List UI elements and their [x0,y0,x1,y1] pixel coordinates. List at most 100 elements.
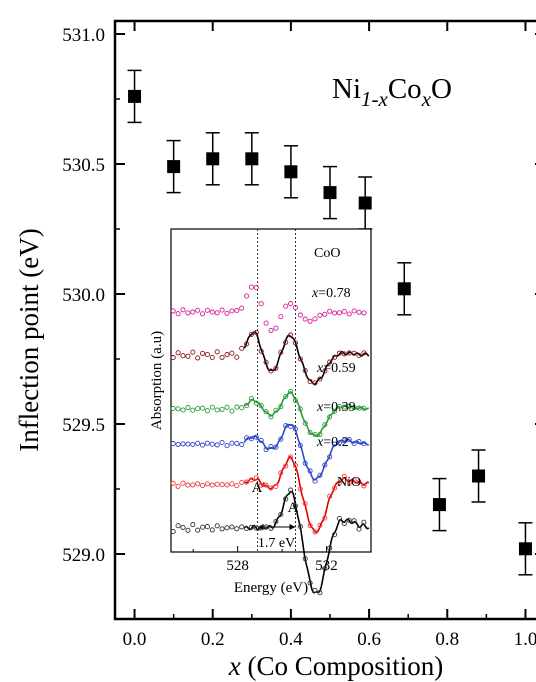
data-point [245,152,259,166]
spectrum-point [224,404,230,410]
spectrum-point [209,354,215,361]
spectrum-point [292,304,298,311]
spectrum-point [175,441,181,447]
spectrum-point [278,436,284,442]
spectrum-point [312,431,318,438]
spectrum-point [336,515,342,522]
spectrum-point [214,481,220,487]
inset-frame [170,228,372,553]
spectrum-point [263,359,269,365]
spectrum-point [239,345,245,351]
spectrum-point [317,376,323,382]
spectrum-point [170,355,176,361]
spectrum-point [273,407,279,413]
spectrum-point [214,442,220,448]
spectrum-point [297,356,303,362]
spectrum-point [190,441,196,448]
spectrum-point [175,311,181,317]
data-point [284,165,298,179]
spectrum-point [185,310,191,316]
spectrum-point [185,405,191,411]
spectrum-point [180,307,186,313]
spectrum-point [292,426,298,432]
spectrum-point [219,307,225,313]
spectrum-point [253,434,259,440]
spectrum-point [214,310,220,316]
spectrum-point [200,482,206,488]
spectrum-point [185,482,191,488]
spectrum-point [229,408,235,414]
spectrum-point [253,525,259,531]
spectrum-point [327,545,333,551]
series-label: x=0.2 [316,435,349,450]
x-tick-label: 1.0 [514,629,536,650]
spectrum-point [356,309,362,315]
spectrum-point [204,481,210,487]
spectrum-point [292,397,298,403]
spectrum-point [180,524,186,530]
spectrum-point [317,522,323,528]
spectrum-point [317,472,323,478]
spectrum-point [356,352,362,359]
x-tick-label: 0.0 [123,629,147,650]
spectrum-point [351,308,357,314]
spectrum-point [219,482,225,488]
spectrum-point [302,556,308,562]
spectrum-point [307,468,313,474]
spectrum-point [204,440,210,446]
spectrum-point [263,409,269,415]
spectrum-point [283,339,289,345]
spectrum-point [292,340,298,346]
spectrum-point [248,284,254,290]
spectrum-point [190,482,196,488]
spectrum-point [234,526,240,532]
spectrum-point [327,308,333,314]
spectrum-point [268,444,274,450]
spectrum-point [248,395,254,402]
inset-x-tick-label: 528 [226,558,249,574]
spectrum-point [234,307,240,314]
spectrum-point [312,529,318,535]
spectrum-point [244,435,250,441]
spectrum-point [292,463,298,469]
spectrum-point [185,527,191,533]
spectrum-point [288,301,294,307]
spectrum-point [351,350,357,356]
spectrum-point [229,524,235,530]
spectrum-point [322,462,328,468]
spectrum-point [224,482,230,488]
spectrum-point [351,477,357,483]
x-tick-label: 0.2 [201,629,225,650]
spectrum-point [307,318,313,324]
data-point [128,89,142,103]
spectrum-point [170,308,176,314]
spectrum-point [244,525,250,532]
spectrum-point [175,350,181,356]
spectrum-point [209,404,215,410]
spectrum-point [341,473,347,479]
spectrum-point [322,368,328,374]
spectrum-point [209,309,215,315]
spectrum-point [332,354,338,360]
spectrum-point [219,526,225,532]
energy-annotation: 1.7 eV [258,536,295,551]
spectrum-point [302,316,308,322]
spectrum-point [327,414,333,420]
spectrum-point [297,442,303,448]
x-tick-label: 0.8 [435,629,459,650]
spectrum-point [278,511,284,518]
spectrum-point [292,503,298,509]
spectrum-point [332,408,338,414]
spectrum-point [244,403,250,409]
energy-arrow-head [289,524,296,530]
spectrum-point [214,349,220,355]
spectrum-point [244,479,250,485]
series-label: x=0.39 [316,400,356,415]
spectrum-point [273,365,279,371]
spectrum-point [332,485,338,491]
spectrum-point [209,482,215,488]
spectrum-point [336,350,342,356]
spectrum-point [195,440,201,446]
spectrum-point [307,379,313,385]
spectrum-point [190,349,196,355]
